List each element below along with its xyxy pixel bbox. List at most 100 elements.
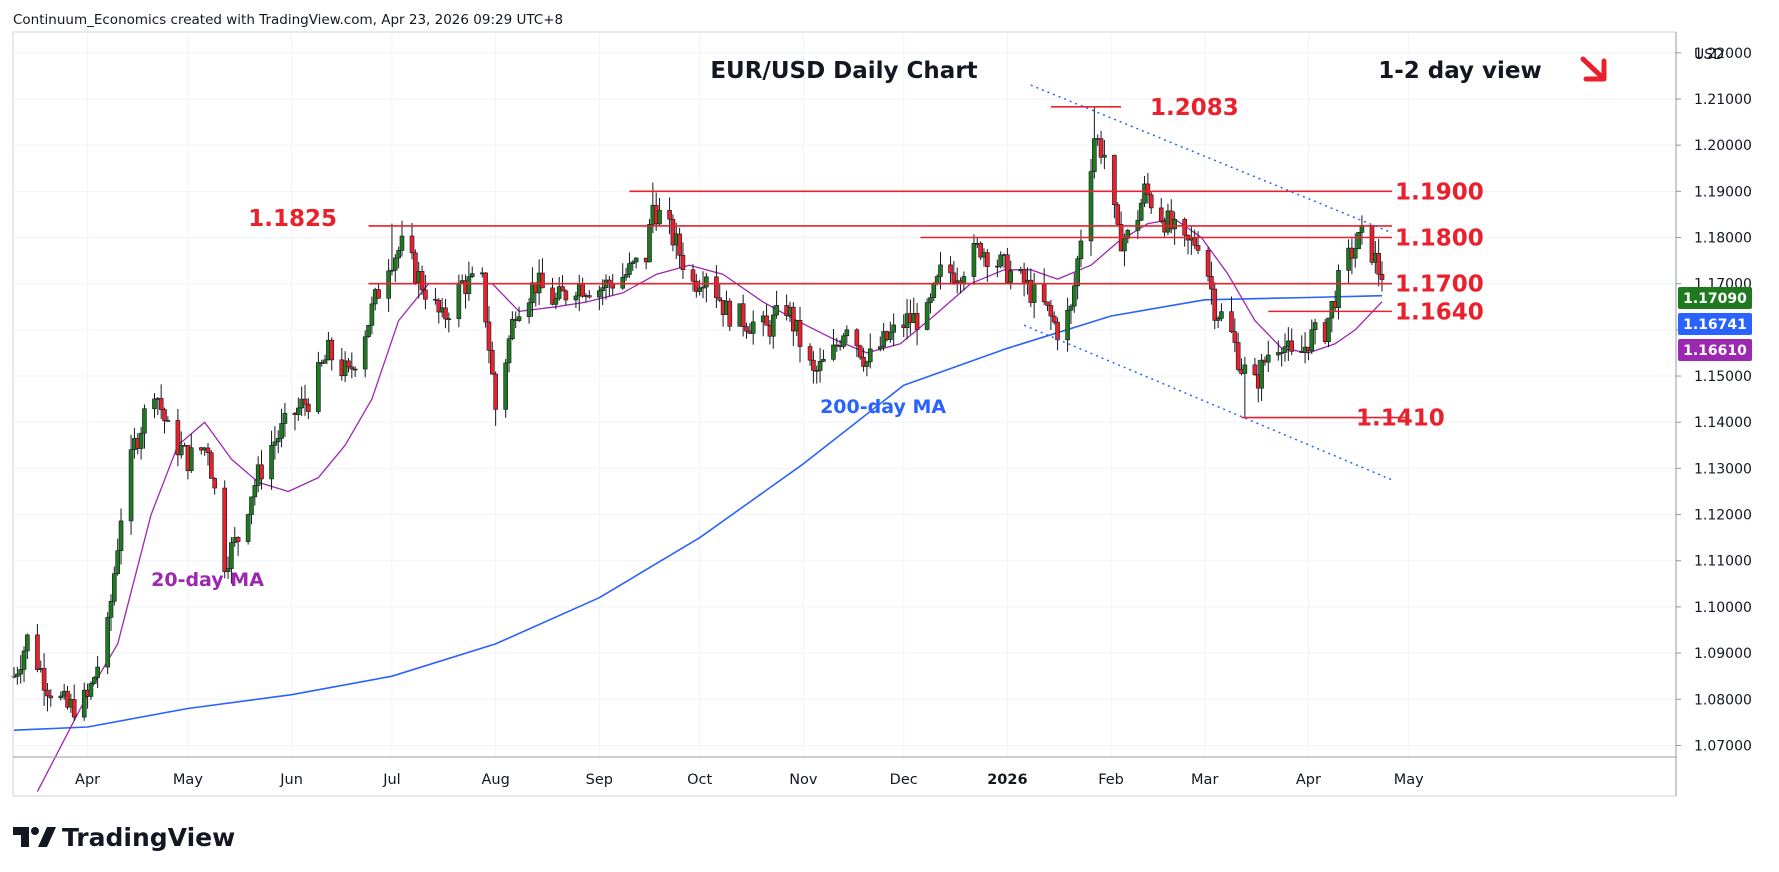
candle-body xyxy=(302,398,308,405)
candle-body xyxy=(560,286,565,292)
price-badge-text: 1.16610 xyxy=(1683,343,1747,359)
candle-body xyxy=(419,271,425,291)
candle xyxy=(423,275,428,310)
candle-body xyxy=(209,452,214,479)
candle-body xyxy=(316,362,321,412)
candle xyxy=(667,197,672,235)
candle xyxy=(15,666,20,685)
candle-body xyxy=(1115,204,1121,225)
y-tick-label: 1.07000 xyxy=(1694,738,1752,754)
candle xyxy=(1145,172,1151,204)
candle xyxy=(329,337,335,371)
candle-body xyxy=(647,224,652,263)
candle-body xyxy=(446,318,452,321)
candle-body xyxy=(275,438,281,443)
candle-body xyxy=(45,689,50,697)
price-badges: 1.17090 1.16741 1.16610 xyxy=(1678,287,1752,361)
price-badge-text: 1.16741 xyxy=(1683,317,1747,333)
candle-body xyxy=(1138,202,1144,221)
candle-body xyxy=(71,699,77,718)
candle-body xyxy=(1182,219,1187,236)
tradingview-logo[interactable]: TradingView xyxy=(13,823,235,852)
candle-body xyxy=(1078,240,1084,260)
time-axis[interactable]: Apr May Jun Jul Aug Sep Oct Nov Dec 2026 Feb Mar Apr… xyxy=(75,772,1424,788)
candle-body xyxy=(486,321,492,351)
y-tick-label: 1.14000 xyxy=(1694,415,1752,431)
candle xyxy=(1078,229,1084,268)
currency-label[interactable]: USD xyxy=(1694,47,1724,63)
candle-body xyxy=(483,272,488,323)
candle xyxy=(978,241,983,261)
candle xyxy=(924,298,930,331)
candle-body xyxy=(352,368,358,371)
candle xyxy=(1352,233,1358,268)
candle-body xyxy=(369,303,375,326)
candle-body xyxy=(821,359,826,362)
candle-body xyxy=(376,289,381,299)
candle xyxy=(704,272,709,303)
candle xyxy=(245,513,251,545)
candle xyxy=(971,234,977,285)
candle-body xyxy=(1212,288,1218,321)
candle-body xyxy=(1031,282,1037,303)
candle xyxy=(550,277,555,306)
candle xyxy=(928,293,933,314)
candle-body xyxy=(493,373,498,410)
candle-body xyxy=(657,210,662,225)
candle xyxy=(727,298,733,332)
candle-body xyxy=(1051,315,1057,323)
candle xyxy=(774,290,779,319)
candle xyxy=(35,624,40,673)
candle xyxy=(1102,139,1107,170)
candle-body xyxy=(928,297,933,303)
candle xyxy=(1312,318,1318,345)
candle-body xyxy=(229,542,234,569)
candle-body xyxy=(914,313,920,330)
candle-body xyxy=(306,403,311,412)
candle-body xyxy=(714,276,719,299)
candle xyxy=(178,431,184,459)
candle xyxy=(386,259,391,313)
candle xyxy=(175,409,181,467)
candle xyxy=(1055,317,1060,351)
candle xyxy=(841,333,846,349)
candle xyxy=(413,249,418,285)
candle xyxy=(1075,255,1080,300)
x-tick-label: Aug xyxy=(481,772,509,788)
candle-body xyxy=(58,695,64,699)
candle-body xyxy=(396,250,401,259)
candle xyxy=(436,298,442,324)
candle xyxy=(700,271,706,299)
level-label: 1.1800 xyxy=(1395,225,1484,251)
candle-body xyxy=(41,668,47,691)
candle-body xyxy=(506,338,512,364)
candle-body xyxy=(249,496,254,515)
candle-body xyxy=(1312,322,1318,331)
candle xyxy=(493,371,498,426)
level-label: 1.1900 xyxy=(1395,179,1484,205)
candle xyxy=(118,508,124,565)
candle-body xyxy=(259,464,264,480)
ma20-path xyxy=(36,218,1383,792)
candle-body xyxy=(1376,252,1381,275)
y-tick-label: 1.22000 xyxy=(1694,46,1752,62)
candle-body xyxy=(1112,154,1117,206)
candle-body xyxy=(366,325,371,338)
price-axis[interactable]: 1.22000 1.21000 1.20000 1.19000 1.18000 1.170… xyxy=(1676,46,1752,755)
ma20-line xyxy=(36,218,1383,792)
candle xyxy=(1182,217,1187,247)
candle xyxy=(205,443,211,466)
candle-body xyxy=(764,315,769,326)
candle-body xyxy=(1379,273,1385,280)
candle xyxy=(1148,190,1154,214)
candle xyxy=(1021,262,1027,297)
candle-body xyxy=(857,345,863,358)
candle xyxy=(1195,231,1201,254)
candle-body xyxy=(867,348,873,363)
candle xyxy=(322,354,328,364)
candle-body xyxy=(1068,305,1074,311)
candle xyxy=(714,265,719,309)
y-tick-label: 1.15000 xyxy=(1694,369,1752,385)
candle xyxy=(717,284,723,302)
candle-body xyxy=(677,233,682,256)
